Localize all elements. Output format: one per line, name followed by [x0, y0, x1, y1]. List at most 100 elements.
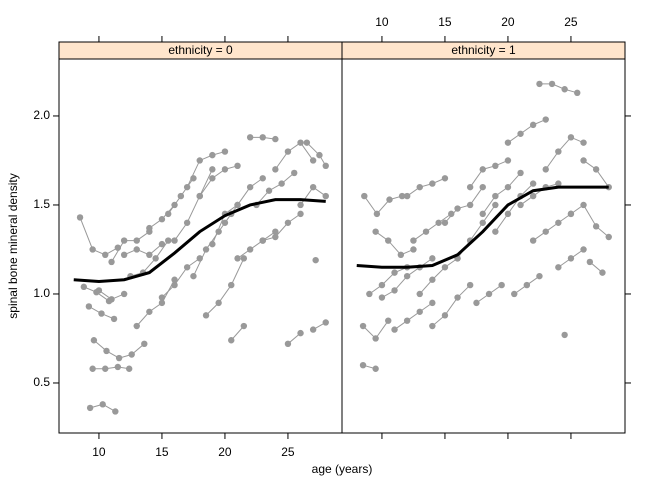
- data-point: [536, 272, 543, 280]
- data-point: [221, 219, 229, 226]
- x-tick-label: 20: [218, 445, 232, 459]
- data-point: [221, 166, 229, 173]
- data-point: [403, 317, 411, 324]
- data-point: [492, 201, 499, 209]
- subject-line: [256, 172, 295, 206]
- data-point: [240, 322, 248, 330]
- data-point: [108, 296, 115, 303]
- data-point: [90, 337, 98, 344]
- subject-line: [123, 243, 163, 256]
- data-point: [372, 335, 379, 342]
- data-point: [599, 269, 606, 276]
- data-point: [209, 151, 216, 159]
- data-point: [158, 216, 166, 223]
- data-point: [158, 240, 166, 248]
- data-point: [234, 162, 241, 170]
- data-point: [309, 326, 317, 333]
- data-point: [517, 169, 524, 177]
- data-point: [429, 255, 436, 262]
- data-point: [114, 363, 122, 371]
- data-point: [466, 183, 474, 191]
- data-point: [479, 166, 486, 173]
- data-point: [183, 264, 191, 271]
- subject-line: [136, 279, 175, 327]
- data-point: [580, 157, 587, 164]
- data-point: [504, 157, 512, 164]
- data-point: [89, 246, 96, 253]
- data-point: [190, 272, 197, 280]
- data-point: [529, 180, 537, 187]
- data-point: [95, 287, 103, 294]
- data-point: [196, 157, 203, 164]
- data-point: [171, 281, 178, 289]
- subject-line: [545, 136, 584, 170]
- data-point: [112, 408, 119, 415]
- data-point: [152, 255, 159, 262]
- data-point: [529, 192, 537, 200]
- panel-frame: [341, 58, 626, 434]
- data-point: [454, 205, 461, 212]
- data-point: [171, 276, 178, 283]
- data-point: [555, 148, 562, 155]
- data-point: [504, 210, 512, 218]
- data-point: [416, 290, 423, 298]
- subject-line: [532, 213, 572, 241]
- data-point: [448, 210, 455, 218]
- data-point: [398, 192, 406, 200]
- data-point: [272, 166, 279, 173]
- subject-line: [520, 183, 559, 206]
- data-point: [605, 233, 612, 241]
- strip-label: ethnicity = 0: [168, 43, 233, 57]
- data-point: [536, 80, 543, 88]
- data-point: [372, 228, 379, 235]
- data-point: [297, 329, 304, 337]
- subject-line: [507, 119, 546, 144]
- subject-line: [306, 142, 327, 167]
- data-point: [441, 312, 449, 319]
- data-point: [102, 365, 109, 372]
- data-point: [322, 162, 329, 170]
- data-point: [416, 308, 423, 315]
- data-point: [146, 308, 153, 315]
- y-tick-label: 1.0: [33, 286, 50, 300]
- data-point: [361, 192, 368, 200]
- data-point: [555, 264, 562, 271]
- data-point: [580, 139, 587, 146]
- data-point: [133, 237, 140, 244]
- data-point: [291, 169, 298, 177]
- subject-line: [432, 284, 471, 327]
- x-tick-label: 25: [564, 15, 578, 29]
- data-point: [209, 166, 216, 173]
- data-point: [85, 303, 93, 310]
- data-point: [183, 219, 191, 226]
- data-point: [259, 134, 266, 141]
- data-point: [278, 180, 285, 187]
- data-point: [529, 121, 537, 129]
- data-point: [567, 134, 575, 141]
- data-point: [359, 361, 367, 369]
- data-point: [492, 192, 499, 200]
- data-point: [99, 401, 106, 408]
- data-point: [259, 175, 266, 182]
- subject-line: [186, 151, 226, 188]
- data-point: [322, 192, 329, 200]
- subject-line: [274, 141, 314, 170]
- data-point: [76, 214, 84, 221]
- data-point: [429, 180, 436, 187]
- data-point: [567, 255, 575, 262]
- data-point: [485, 290, 493, 298]
- data-point: [86, 404, 94, 412]
- subject-line: [262, 213, 301, 242]
- data-point: [441, 219, 449, 226]
- data-point: [246, 183, 254, 191]
- data-point: [466, 201, 474, 209]
- data-point: [479, 183, 486, 191]
- subject-line: [469, 160, 509, 188]
- subject-line: [111, 231, 150, 263]
- subject-line: [482, 172, 521, 215]
- data-point: [397, 251, 405, 259]
- data-point: [504, 183, 512, 191]
- subject-line: [199, 165, 238, 197]
- data-point: [110, 315, 118, 323]
- data-point: [441, 264, 449, 271]
